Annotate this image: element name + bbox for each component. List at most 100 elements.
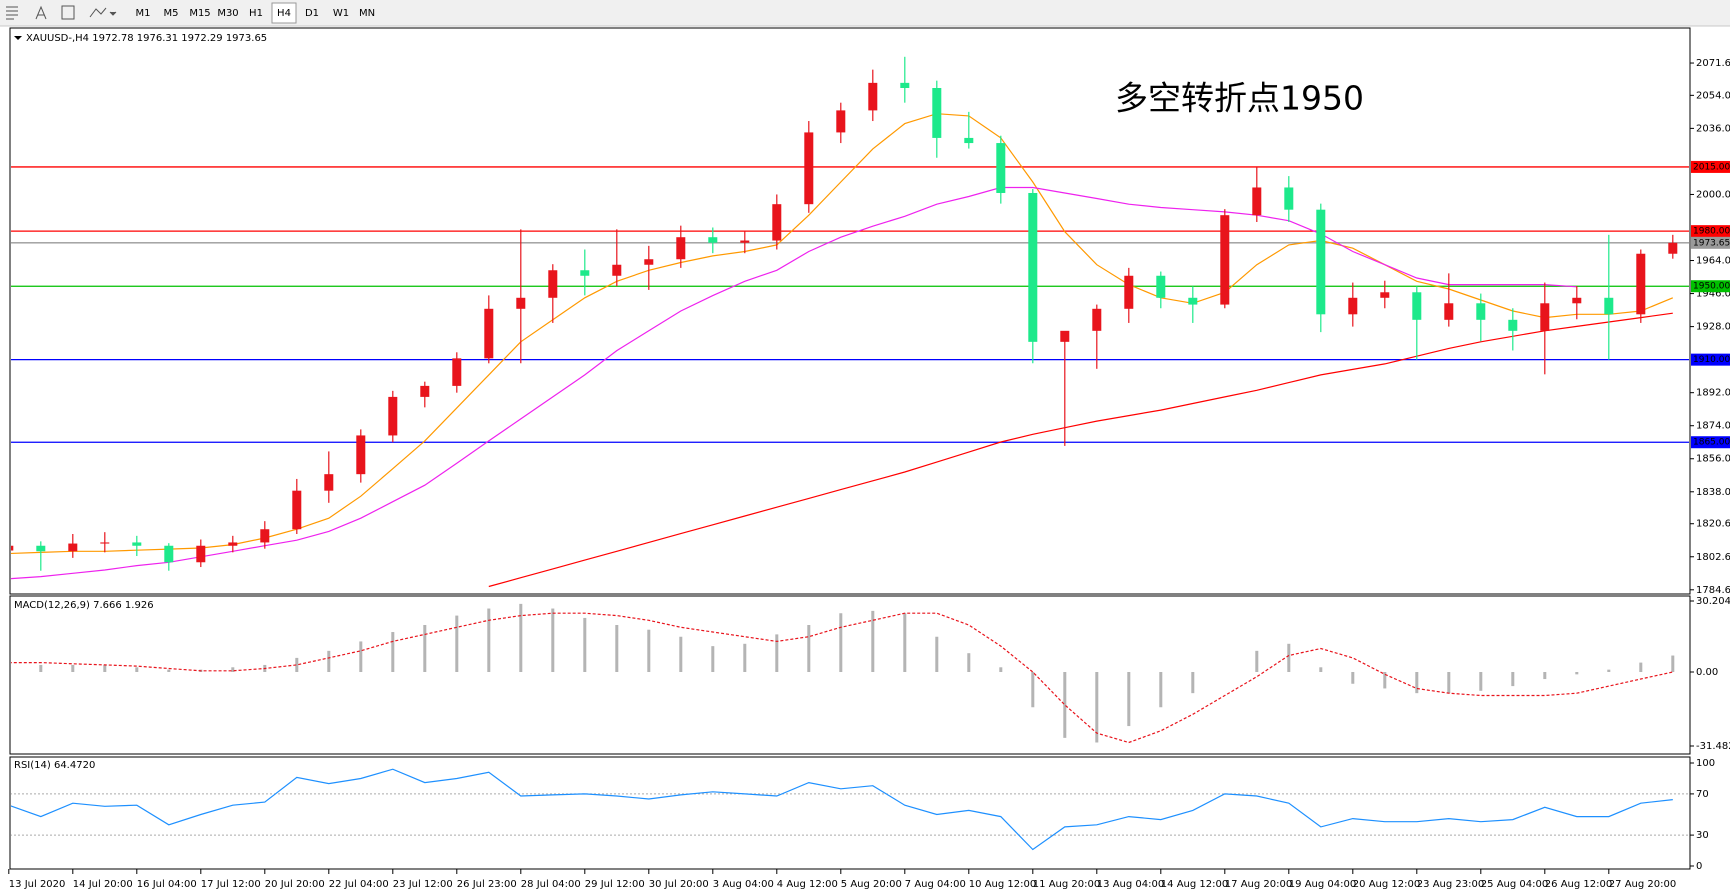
y-tick-label: 1802.60 (1696, 552, 1730, 563)
y-tick-label: 30 (1696, 830, 1709, 841)
level-label: 1950.00 (1693, 282, 1730, 292)
candle-body (1572, 297, 1582, 304)
candle-body (868, 82, 878, 111)
candle-body (900, 82, 910, 88)
level-label-box (1691, 236, 1730, 249)
candle-body (836, 110, 846, 133)
x-tick-label: 19 Aug 04:00 (1289, 879, 1356, 890)
icon-menu[interactable] (6, 6, 18, 20)
candle-body (1380, 292, 1390, 298)
y-tick-label: 0.00 (1696, 667, 1718, 678)
x-tick-label: 13 Jul 2020 (9, 879, 66, 890)
level-label-box (1691, 436, 1730, 449)
candle-body (932, 87, 942, 138)
timeframe-active (271, 2, 297, 24)
x-tick-label: 5 Aug 20:00 (841, 879, 902, 890)
price-plot (11, 56, 1689, 588)
candle-body (11, 545, 14, 551)
candle-body (1124, 275, 1134, 309)
timeframe-button[interactable]: M1 (136, 8, 151, 19)
timeframe-button[interactable]: M5 (164, 8, 179, 19)
level-label: 1973.65 (1693, 238, 1730, 248)
symbol-arrow (14, 36, 22, 40)
level-label-box (1691, 225, 1730, 238)
x-tick-label: 3 Aug 04:00 (713, 879, 774, 890)
candle-body (100, 542, 110, 544)
candle-body (228, 542, 238, 546)
candle-body (1636, 253, 1646, 315)
x-tick-label: 14 Aug 12:00 (1161, 879, 1228, 890)
y-tick-label: 1856.00 (1696, 454, 1730, 465)
y-tick-label: 1964.00 (1696, 256, 1730, 267)
timeframe-button[interactable]: MN (359, 8, 375, 19)
rsi-plot (11, 768, 1689, 851)
timeframe-button[interactable]: W1 (333, 8, 349, 19)
candle-body (1092, 308, 1102, 331)
timeframe-button[interactable]: M15 (189, 8, 210, 19)
candle-body (452, 358, 462, 386)
candle-body (324, 474, 334, 491)
candle-body (1348, 297, 1358, 315)
candle-body (548, 270, 558, 298)
x-tick-label: 28 Jul 04:00 (521, 879, 581, 890)
y-tick-label: 1838.00 (1696, 487, 1730, 498)
candle-body (740, 240, 750, 243)
candle-body (1028, 192, 1038, 342)
rsi-title: RSI(14) 64.4720 (14, 760, 95, 771)
x-tick-label: 10 Aug 12:00 (969, 879, 1036, 890)
candle-body (1188, 297, 1198, 305)
candle-body (1668, 242, 1678, 254)
x-tick-label: 17 Jul 12:00 (201, 879, 261, 890)
x-tick-label: 22 Jul 04:00 (329, 879, 389, 890)
candle-body (996, 143, 1006, 193)
y-tick-label: 100 (1696, 758, 1715, 769)
candle-body (1540, 303, 1550, 331)
candle-body (164, 545, 174, 563)
y-tick-label: 2036.00 (1696, 123, 1730, 134)
level-label-box (1691, 160, 1730, 173)
macd-plot (11, 603, 1675, 744)
candle-body (644, 259, 654, 265)
candle-body (1060, 330, 1070, 342)
candle-body (964, 137, 974, 144)
candle-body (68, 543, 78, 552)
y-tick-label: 2054.00 (1696, 90, 1730, 101)
y-tick-label: 2000.00 (1696, 189, 1730, 200)
x-tick-label: 14 Jul 20:00 (73, 879, 133, 890)
icon-dropdown[interactable] (109, 11, 117, 16)
candle-body (1412, 292, 1422, 320)
annotation: 多空转折点1950 (1115, 79, 1364, 118)
candle-body (1316, 209, 1326, 315)
y-tick-label: 1874.00 (1696, 421, 1730, 432)
candle-body (804, 132, 814, 205)
timeframe-button[interactable]: D1 (305, 8, 319, 19)
candle-body (676, 237, 686, 260)
y-tick-label: 1892.00 (1696, 388, 1730, 399)
icon-text[interactable] (35, 5, 47, 20)
x-tick-label: 27 Aug 20:00 (1609, 879, 1676, 890)
x-tick-label: 20 Aug 12:00 (1353, 879, 1420, 890)
level-label-box (1691, 353, 1730, 366)
candle-body (292, 490, 302, 530)
x-tick-label: 13 Aug 04:00 (1097, 879, 1164, 890)
y-tick-label: 30.204 (1696, 596, 1730, 607)
moving-average (11, 186, 1577, 580)
x-tick-label: 17 Aug 20:00 (1225, 879, 1292, 890)
macd-panel (9, 595, 1691, 755)
icon-label[interactable] (61, 5, 75, 20)
timeframe-button[interactable]: H4 (277, 8, 291, 19)
candle-body (420, 385, 430, 397)
candle-body (772, 204, 782, 241)
x-tick-label: 7 Aug 04:00 (905, 879, 966, 890)
candle-body (1476, 303, 1486, 320)
candle-body (132, 542, 142, 546)
rsi-panel (9, 756, 1691, 870)
timeframe-button[interactable]: H1 (249, 8, 263, 19)
level-label: 1980.00 (1693, 227, 1730, 237)
candle-body (1220, 215, 1230, 305)
x-tick-label: 29 Jul 12:00 (585, 879, 645, 890)
icon-shapes[interactable] (89, 7, 107, 18)
x-tick-label: 30 Jul 20:00 (649, 879, 709, 890)
y-tick-label: -31.482 (1696, 741, 1730, 752)
timeframe-button[interactable]: M30 (217, 8, 238, 19)
